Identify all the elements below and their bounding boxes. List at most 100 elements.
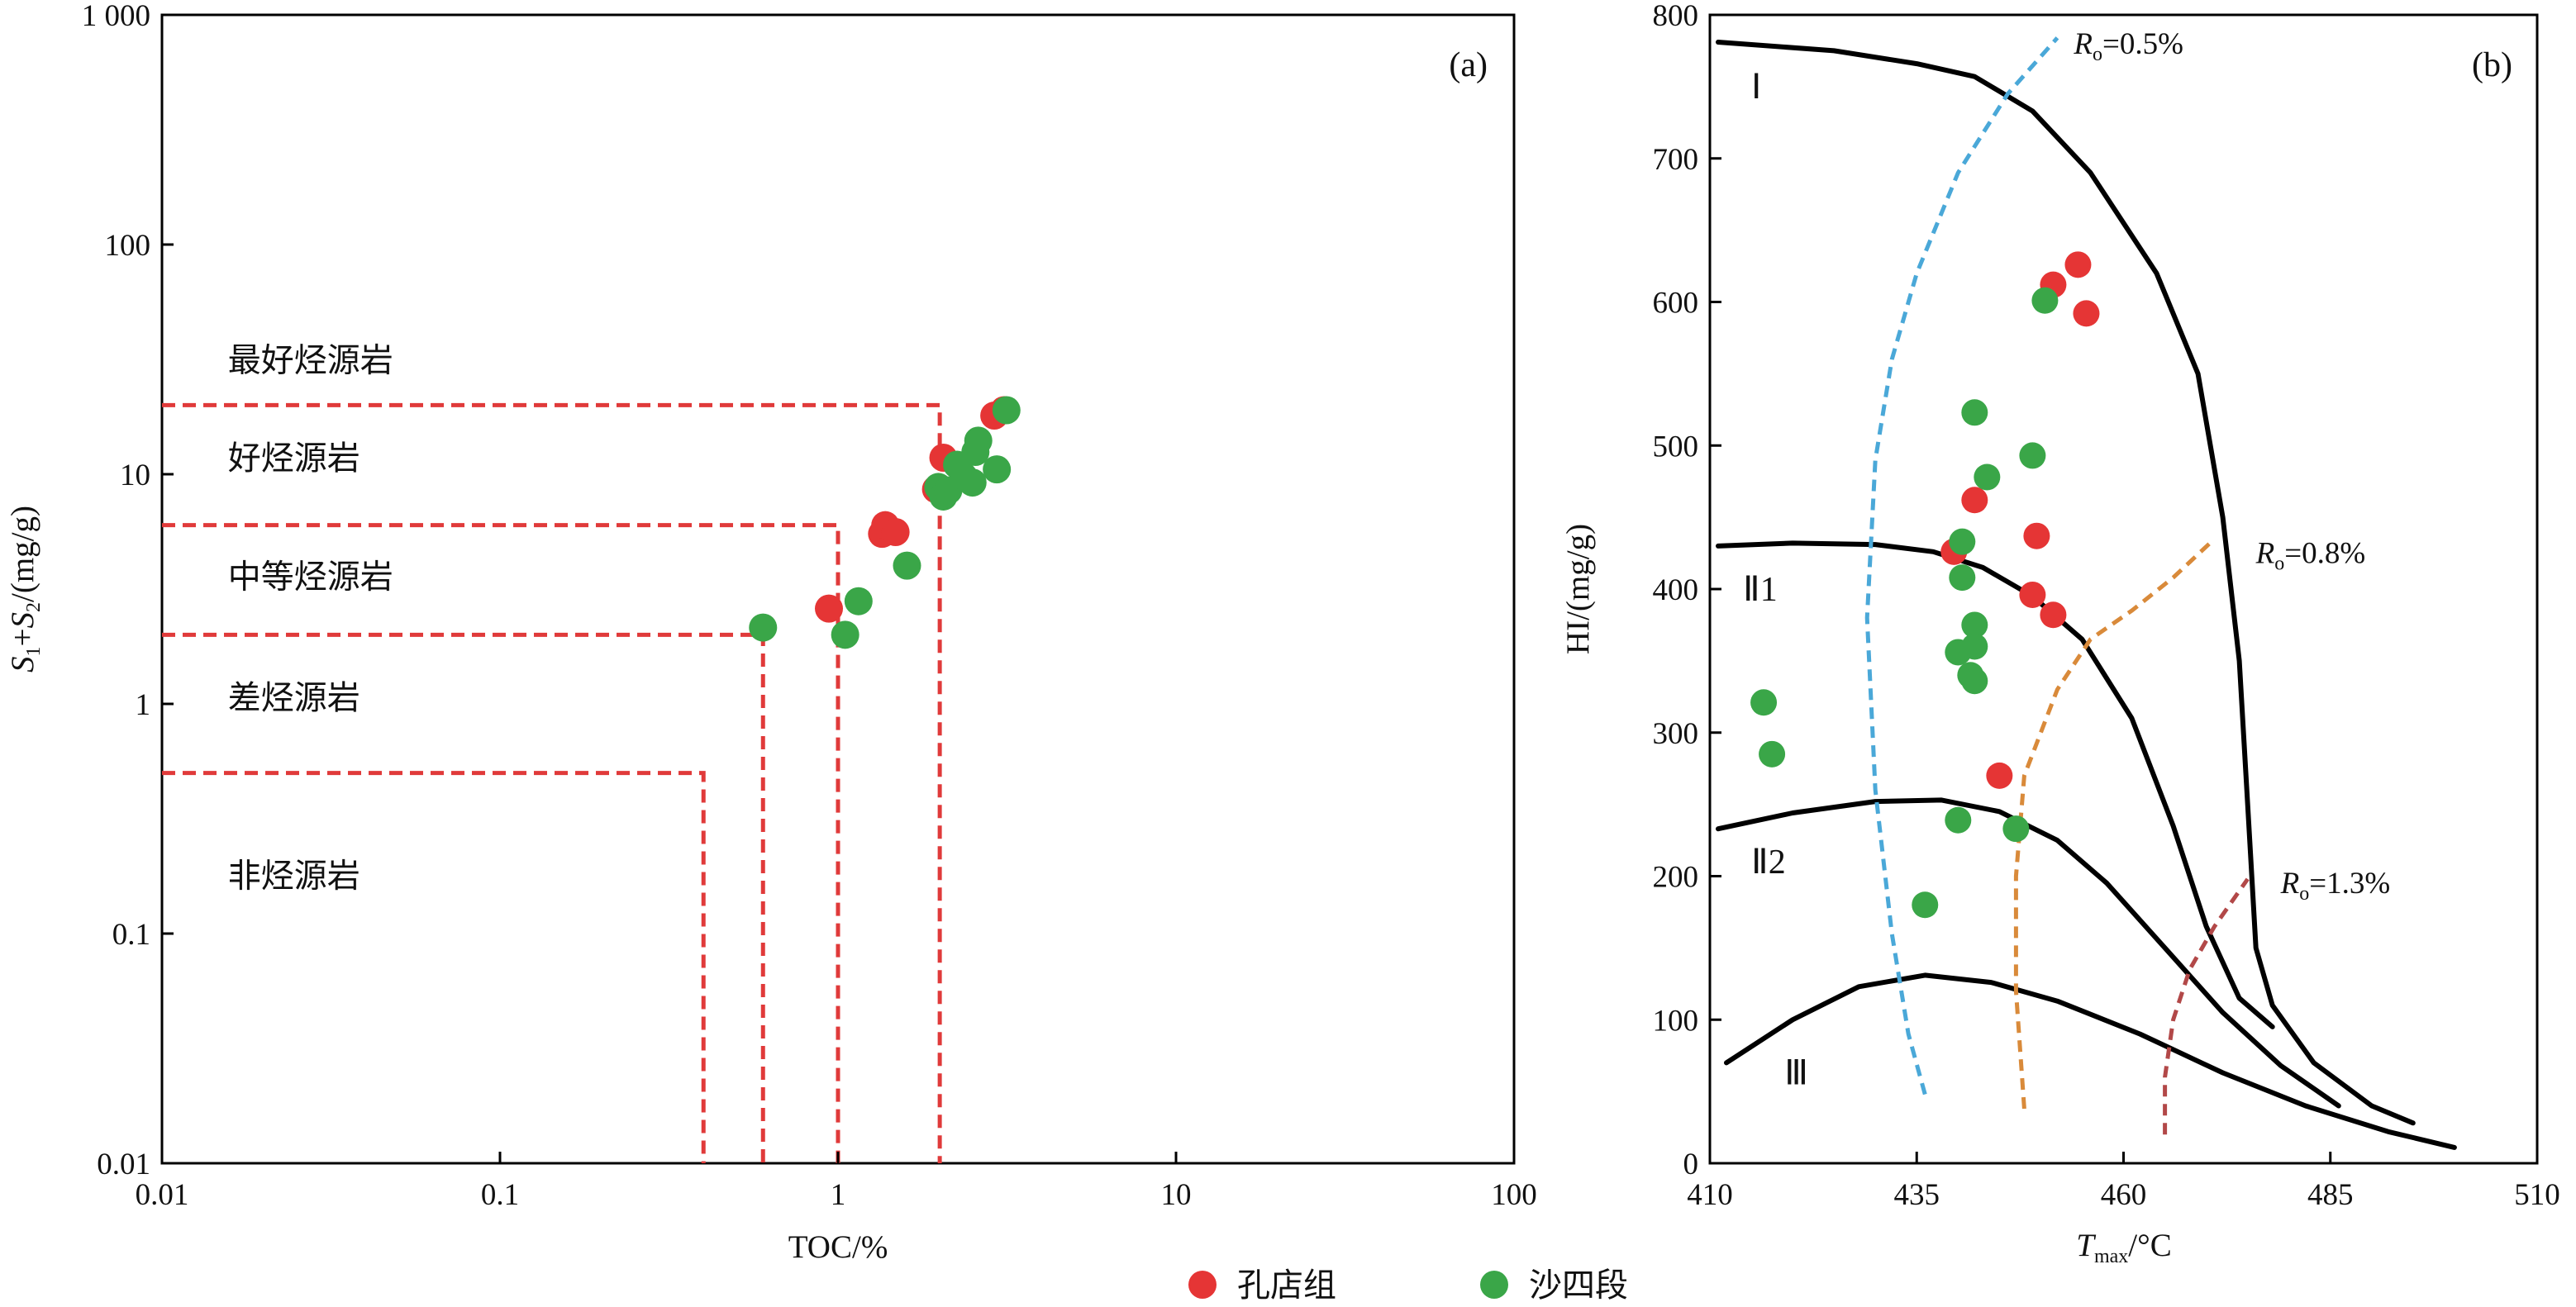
a-xtick-label-4: 100 <box>1491 1178 1537 1212</box>
a-point-s1-11 <box>964 426 993 455</box>
b-point-s0-1 <box>2064 251 2092 278</box>
a-ytick-label-0: 0.01 <box>97 1148 150 1181</box>
a-point-s0-3 <box>881 518 910 547</box>
ro-curve-2 <box>2163 877 2250 1135</box>
panel-b-ro-curves: Ro=0.5% Ro=0.8% Ro=1.3% <box>1864 27 2391 1135</box>
zone-label-0: 最好烃源岩 <box>228 342 393 380</box>
ro-label-1: Ro=0.8% <box>2255 537 2366 575</box>
panel-a-xlabel: TOC/% <box>788 1229 888 1265</box>
zone-label-2: 中等烃源岩 <box>228 558 393 596</box>
b-point-s0-6 <box>2019 581 2046 608</box>
a-point-s1-2 <box>844 587 873 615</box>
ylabel-plus: + <box>5 628 40 646</box>
panel-a-ylabel: S1+S2/(mg/g) <box>5 506 45 673</box>
type-label-0: Ⅰ <box>1751 69 1761 107</box>
a-xtick-label-0: 0.01 <box>136 1178 189 1212</box>
b-ytick-label-7: 700 <box>1653 143 1699 177</box>
ro-curve-1 <box>2013 537 2217 1110</box>
ro-curve-0 <box>1864 36 2059 1096</box>
ro-label-2: Ro=1.3% <box>2280 867 2391 905</box>
b-ytick-label-0: 0 <box>1683 1148 1699 1181</box>
panel-b-frame <box>1708 13 2539 1165</box>
b-ytick-label-4: 400 <box>1653 573 1699 607</box>
panel-b-ticks: 410 435 460 485 510 0 100 200 300 400 500 600 700 800 <box>1653 0 2560 1212</box>
a-xtick-label-3: 10 <box>1161 1178 1192 1212</box>
type-label-3: Ⅲ <box>1784 1055 1808 1093</box>
b-ytick-label-1: 100 <box>1653 1004 1699 1038</box>
panel-a-thresholds <box>162 402 942 1163</box>
zone-label-4: 非烃源岩 <box>228 857 360 895</box>
legend-label-kongdian: 孔店组 <box>1237 1267 1336 1305</box>
ylabel-s2: S <box>5 612 40 629</box>
b-xtick-label-0: 410 <box>1687 1178 1733 1212</box>
b-ytick-label-2: 200 <box>1653 861 1699 895</box>
a-point-s1-13 <box>992 396 1021 425</box>
zone-label-3: 差烃源岩 <box>228 679 360 717</box>
ylabel-unit: /(mg/g) <box>5 506 40 602</box>
b-point-s1-6 <box>1961 611 1988 639</box>
panel-b-label: (b) <box>2472 46 2512 84</box>
kerogen-curve-0 <box>1716 40 2416 1126</box>
a-ytick-label-5: 1 000 <box>82 0 150 33</box>
b-point-s1-0 <box>2031 287 2059 314</box>
b-point-s1-12 <box>1759 740 1786 768</box>
b-point-s1-3 <box>1974 463 2001 491</box>
threshold-line-0 <box>162 402 942 1163</box>
a-point-s1-1 <box>831 620 859 649</box>
b-ytick-label-5: 500 <box>1653 430 1699 463</box>
b-xtick-label-1: 435 <box>1894 1178 1940 1212</box>
ylabel-s1: S <box>5 656 40 673</box>
b-point-s1-11 <box>1750 689 1778 716</box>
a-ytick-label-2: 1 <box>136 688 151 722</box>
b-ytick-label-6: 600 <box>1653 287 1699 321</box>
b-ytick-label-3: 300 <box>1653 717 1699 751</box>
a-point-s1-9 <box>958 468 987 497</box>
b-point-s1-8 <box>1945 639 1972 666</box>
legend-marker-kongdian <box>1188 1271 1217 1299</box>
kerogen-curve-2 <box>1716 797 2341 1109</box>
threshold-line-3 <box>162 771 706 1163</box>
b-point-s0-2 <box>2073 300 2100 327</box>
panel-b-points <box>1750 251 2100 919</box>
panel-a-ticks: 0.01 0.1 1 10 100 0.01 0.1 1 10 100 1 000 <box>82 0 1537 1212</box>
a-xtick-label-1: 0.1 <box>481 1178 519 1212</box>
b-point-s1-10 <box>1961 668 1988 695</box>
panel-b-ylabel: HI/(mg/g) <box>1560 524 1596 654</box>
b-xtick-label-4: 510 <box>2514 1178 2560 1212</box>
b-point-s1-13 <box>1945 806 1972 834</box>
panel-a-label: (a) <box>1449 46 1488 84</box>
b-point-s1-4 <box>1949 528 1976 555</box>
zone-label-1: 好烃源岩 <box>228 440 360 478</box>
b-ytick-label-8: 800 <box>1653 0 1699 33</box>
legend: 孔店组 沙四段 <box>1188 1267 1628 1305</box>
b-xtick-label-2: 460 <box>2101 1178 2147 1212</box>
b-xtick-label-3: 485 <box>2307 1178 2354 1212</box>
threshold-line-1 <box>162 523 840 1163</box>
b-point-s1-5 <box>1949 564 1976 592</box>
a-ytick-label-4: 100 <box>105 229 151 263</box>
a-point-s1-12 <box>983 455 1012 484</box>
type-label-2: Ⅱ2 <box>1751 844 1786 882</box>
a-xtick-label-2: 1 <box>831 1178 846 1212</box>
b-point-s1-14 <box>2002 815 2030 843</box>
a-point-s1-3 <box>893 551 921 580</box>
b-point-s1-15 <box>1912 891 1939 919</box>
ylabel-sub1: 1 <box>23 646 45 656</box>
panel-b-kerogen-curves <box>1716 40 2457 1150</box>
a-point-s1-0 <box>749 613 778 642</box>
panel-a-points <box>749 396 1021 649</box>
b-point-s0-4 <box>2023 522 2050 549</box>
kerogen-curve-3 <box>1724 972 2457 1150</box>
legend-label-shasi: 沙四段 <box>1529 1267 1628 1305</box>
a-ytick-label-3: 10 <box>120 459 150 492</box>
ro-label-0: Ro=0.5% <box>2073 27 2183 65</box>
panel-b-type-labels: Ⅰ Ⅱ1 Ⅱ2 Ⅲ <box>1743 69 1808 1093</box>
panel-b-xlabel: Tmax/°C <box>2076 1228 2171 1267</box>
type-label-1: Ⅱ1 <box>1743 571 1778 609</box>
a-point-s0-0 <box>815 594 844 623</box>
b-point-s0-3 <box>1961 487 1988 514</box>
panel-b: Ro=0.5% Ro=0.8% Ro=1.3% Ⅰ Ⅱ1 Ⅱ2 Ⅲ 410 435 460 48… <box>1560 0 2560 1267</box>
